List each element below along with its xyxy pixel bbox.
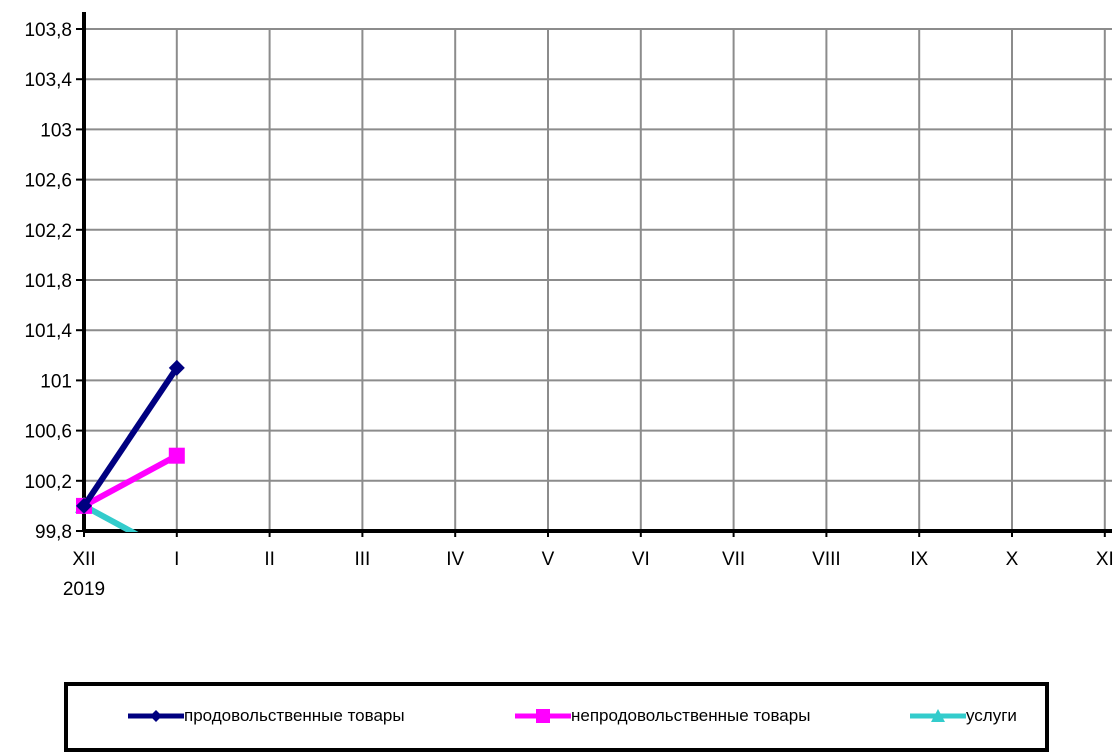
y-tick-label: 100,2 (24, 472, 72, 493)
y-tick-label: 102,6 (24, 171, 72, 192)
grid-lines (84, 28, 1112, 531)
diamond-marker (168, 359, 185, 376)
x-tick-label: V (542, 549, 555, 570)
series-line-1 (82, 453, 179, 509)
series-line-2 (82, 503, 139, 532)
x-tick-label: II (264, 549, 275, 570)
series-lines (75, 359, 185, 532)
legend-label-services: услуги (966, 706, 1017, 725)
y-tick-label: 101,4 (24, 321, 72, 342)
y-tick-label: 103 (40, 120, 72, 141)
legend-swatch-square-icon (515, 709, 571, 723)
y-tick-label: 103,4 (24, 70, 72, 91)
diamond-marker (76, 497, 92, 514)
y-tick-label: 101,8 (24, 271, 72, 292)
legend-label-food: продовольственные товары (184, 706, 405, 725)
legend-swatch-diamond-icon (128, 710, 184, 722)
y-tick-label: 103,8 (24, 20, 72, 41)
legend-item-food: продовольственные товары (128, 704, 405, 728)
x-tick-label: VIII (812, 549, 841, 570)
x-tick-label: X (1006, 549, 1019, 570)
y-tick-label: 101 (40, 371, 72, 392)
legend-swatch-triangle-icon (910, 709, 966, 722)
y-tick-label: 102,2 (24, 221, 72, 242)
axes (76, 12, 1112, 537)
x-axis-year-label: 2019 (63, 579, 105, 600)
x-tick-label: I (174, 549, 179, 570)
series-line-0 (81, 366, 180, 508)
x-tick-label: XI (1096, 549, 1114, 570)
x-axis-tick-labels: XII I II III IV V VI VII VIII IX X XI (72, 549, 1113, 570)
y-tick-label: 100,6 (24, 422, 72, 443)
x-tick-label: VI (632, 549, 650, 570)
x-tick-label: IV (446, 549, 464, 570)
y-axis-tick-labels: 99,8 100,2 100,6 101 101,4 101,8 102,2 102,6 103… (24, 20, 72, 543)
legend-label-nonfood: непродовольственные товары (571, 706, 811, 725)
x-tick-label: III (354, 549, 370, 570)
legend-item-services: услуги (910, 704, 1017, 728)
y-tick-label: 99,8 (35, 522, 72, 543)
x-tick-label: XII (72, 549, 95, 570)
square-marker (168, 447, 185, 464)
x-tick-label: VII (722, 549, 745, 570)
legend-item-nonfood: непродовольственные товары (515, 704, 810, 728)
x-tick-label: IX (910, 549, 928, 570)
